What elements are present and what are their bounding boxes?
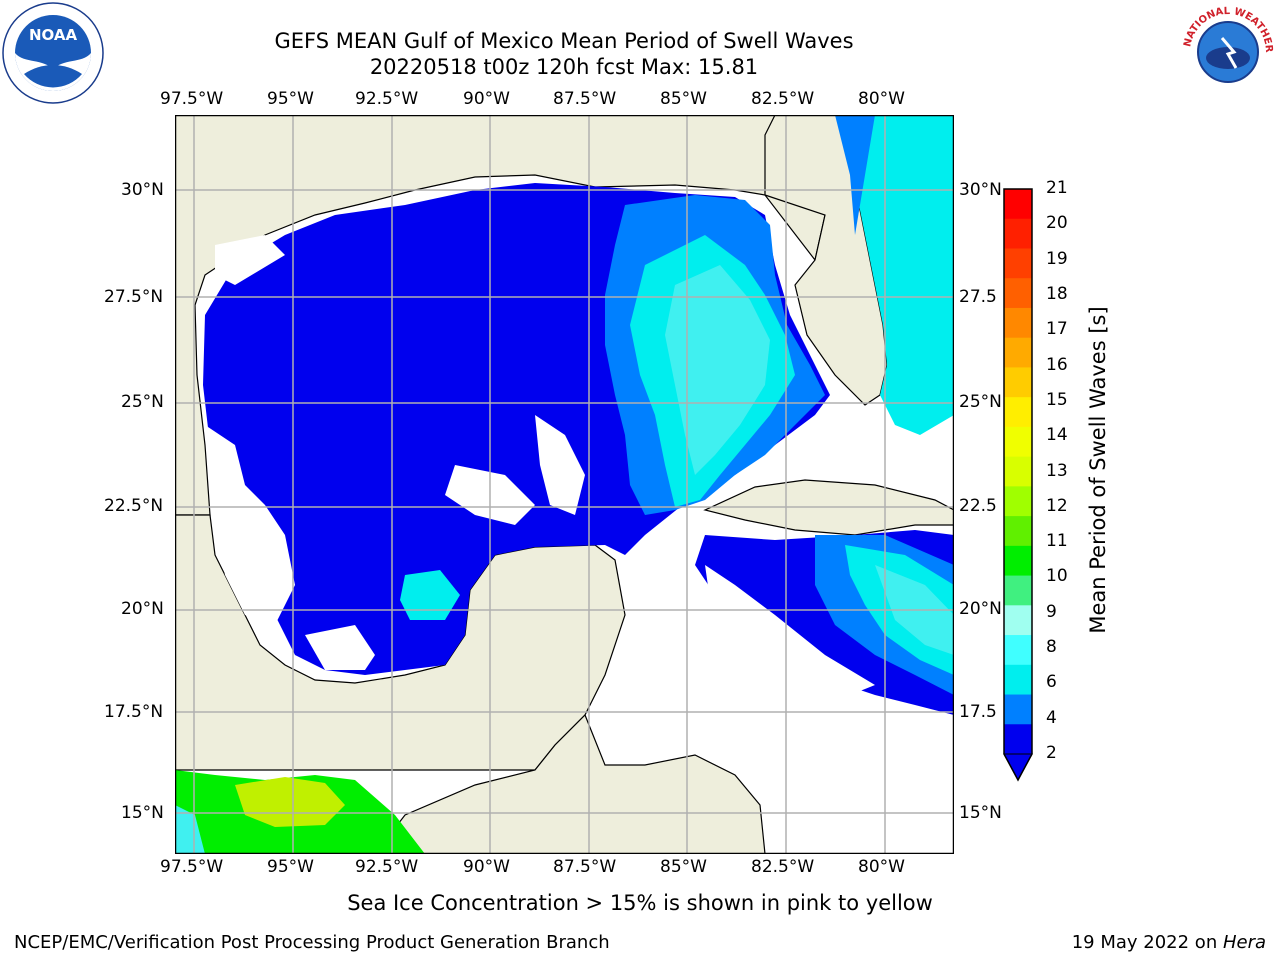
colorbar-tick-label: 19: [1046, 248, 1068, 269]
lon-tick-bottom: 90°W: [463, 857, 510, 877]
atlantic-band-outer: [835, 115, 875, 235]
chart-title: GEFS MEAN Gulf of Mexico Mean Period of …: [274, 29, 854, 53]
colorbar-tick-label: 4: [1046, 707, 1057, 728]
colorbar-swatch: [1004, 575, 1032, 606]
no-data-patch: [215, 235, 285, 285]
lat-tick-left: 17.5°N: [104, 702, 164, 722]
colorbar-tick-label: 17: [1046, 319, 1068, 340]
colorbar-tick-label: 14: [1046, 425, 1068, 446]
lat-tick-right: 22.5: [959, 496, 997, 516]
lon-tick-top: 90°W: [463, 89, 510, 109]
colorbar-tick-label: 15: [1046, 389, 1068, 410]
colorbar-tick-label: 8: [1046, 637, 1057, 658]
lat-tick-left: 30°N: [121, 180, 164, 200]
lat-tick-left: 27.5°N: [104, 287, 164, 307]
lon-tick-bottom: 92.5°W: [355, 857, 419, 877]
map-frame: [174, 114, 955, 855]
footer-date-text: 19 May 2022 on: [1071, 932, 1223, 953]
footer-host: Hera: [1222, 932, 1266, 953]
band-6-8: [665, 265, 770, 475]
no-data-patch: [305, 625, 375, 670]
lat-tick-right: 17.5: [959, 702, 997, 722]
colorbar-swatch: [1004, 694, 1032, 725]
colorbar-swatch: [1004, 426, 1032, 458]
colorbar-tick-label: 21: [1046, 178, 1068, 198]
no-data-patch: [205, 425, 295, 625]
lon-tick-bottom: 95°W: [267, 857, 314, 877]
colorbar-swatch: [1004, 605, 1032, 636]
colorbar-swatch: [1004, 456, 1032, 487]
map-panel: [174, 114, 955, 855]
map-canvas: [174, 114, 955, 855]
colorbar-swatch: [1004, 397, 1032, 428]
lon-tick-top: 82.5°W: [751, 89, 815, 109]
colorbar-swatch: [1004, 189, 1032, 220]
lat-tick-right: 20°N: [959, 599, 1002, 619]
colorbar-tick-label: 6: [1046, 672, 1057, 693]
lon-tick-top: 85°W: [660, 89, 707, 109]
noaa-logo-text: NOAA: [29, 26, 78, 44]
lon-tick-bottom: 80°W: [858, 857, 905, 877]
chart-subtitle: 20220518 t00z 120h fcst Max: 15.81: [369, 55, 759, 79]
colorbar-swatch: [1004, 486, 1032, 517]
colorbar-ticks: 21 20 19 18 17 16 15 14 13 12 11 10 9 8 6 4 2: [1046, 178, 1086, 770]
colorbar-swatch: [1004, 337, 1032, 368]
colorbar-tick-label: 18: [1046, 283, 1068, 304]
colorbar-frame: [1003, 188, 1033, 782]
colorbar-swatch: [1004, 664, 1032, 696]
colorbar-tick-label: 20: [1046, 213, 1068, 234]
lat-tick-right: 27.5: [959, 287, 997, 307]
lon-tick-bottom: 85°W: [660, 857, 707, 877]
pacific-swell-low: [175, 805, 205, 854]
colorbar-tick-label: 10: [1046, 566, 1068, 587]
no-data-patch: [535, 415, 585, 515]
pacific-swell-high: [235, 777, 345, 827]
nws-logo: NATIONAL WEATHER SERVICE: [1174, 0, 1278, 102]
colorbar-tick-label: 2: [1046, 743, 1057, 763]
colorbar-swatch: [1004, 278, 1032, 309]
colorbar: [1000, 185, 1040, 785]
colorbar-swatch: [1004, 635, 1032, 666]
colorbar-swatch: [1004, 545, 1032, 577]
land-central-america: [373, 713, 766, 855]
colorbar-tick-label: 9: [1046, 601, 1057, 622]
lat-tick-right: 15°N: [959, 803, 1002, 823]
lat-tick-left: 22.5°N: [104, 496, 164, 516]
lon-tick-top: 92.5°W: [355, 89, 419, 109]
lon-tick-top: 97.5°W: [160, 89, 224, 109]
noaa-logo: NOAA: [2, 2, 104, 104]
lat-tick-right: 30°N: [959, 180, 1002, 200]
lon-tick-bottom: 82.5°W: [751, 857, 815, 877]
band-4-6-small: [400, 570, 460, 620]
colorbar-extend-arrow: [1003, 753, 1033, 782]
colorbar-tick-label: 11: [1046, 531, 1068, 552]
footer-branch: NCEP/EMC/Verification Post Processing Pr…: [14, 932, 610, 953]
caribbean-white: [705, 565, 875, 705]
lat-tick-left: 15°N: [121, 803, 164, 823]
colorbar-swatch: [1004, 248, 1032, 279]
lat-tick-right: 25°N: [959, 392, 1002, 412]
lon-tick-bottom: 87.5°W: [553, 857, 617, 877]
sea-ice-caption: Sea Ice Concentration > 15% is shown in …: [347, 891, 933, 915]
lat-tick-left: 25°N: [121, 392, 164, 412]
lon-tick-top: 80°W: [858, 89, 905, 109]
gridlines: [175, 115, 954, 854]
colorbar-label: Mean Period of Swell Waves [s]: [1086, 306, 1110, 634]
lon-tick-top: 87.5°W: [553, 89, 617, 109]
colorbar-swatches: [1003, 188, 1033, 782]
footer-date: 19 May 2022 on Hera: [1072, 932, 1266, 953]
colorbar-tick-label: 16: [1046, 354, 1068, 375]
lon-tick-bottom: 97.5°W: [160, 857, 224, 877]
colorbar-tick-label: 13: [1046, 460, 1068, 481]
lon-tick-top: 95°W: [267, 89, 314, 109]
colorbar-swatch: [1004, 516, 1032, 547]
lat-tick-left: 20°N: [121, 599, 164, 619]
colorbar-swatch: [1004, 724, 1032, 755]
colorbar-swatch: [1004, 367, 1032, 398]
colorbar-tick-label: 12: [1046, 495, 1068, 516]
atlantic-band: [840, 115, 954, 435]
colorbar-swatch: [1004, 307, 1032, 339]
colorbar-swatch: [1004, 218, 1032, 249]
